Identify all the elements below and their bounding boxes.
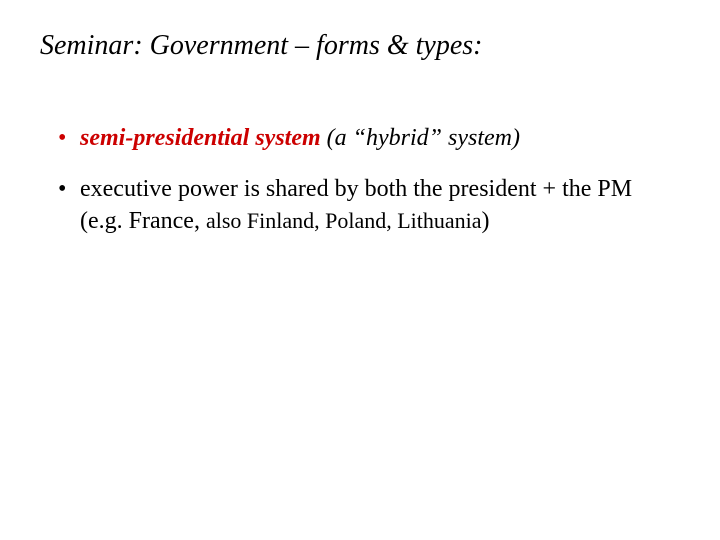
slide-title: Seminar: Government – forms & types: (40, 28, 680, 64)
bullet-lead: semi-presidential system (80, 125, 321, 151)
bullet-list: semi-presidential system (a “hybrid” sys… (40, 122, 680, 237)
slide: Seminar: Government – forms & types: sem… (0, 0, 720, 540)
bullet-item: semi-presidential system (a “hybrid” sys… (58, 122, 680, 154)
bullet-tail: (a “hybrid” system) (321, 125, 520, 151)
bullet-small: also Finland, Poland, Lithuania (206, 208, 482, 233)
bullet-close: ) (482, 208, 490, 234)
bullet-item: executive power is shared by both the pr… (58, 173, 680, 238)
